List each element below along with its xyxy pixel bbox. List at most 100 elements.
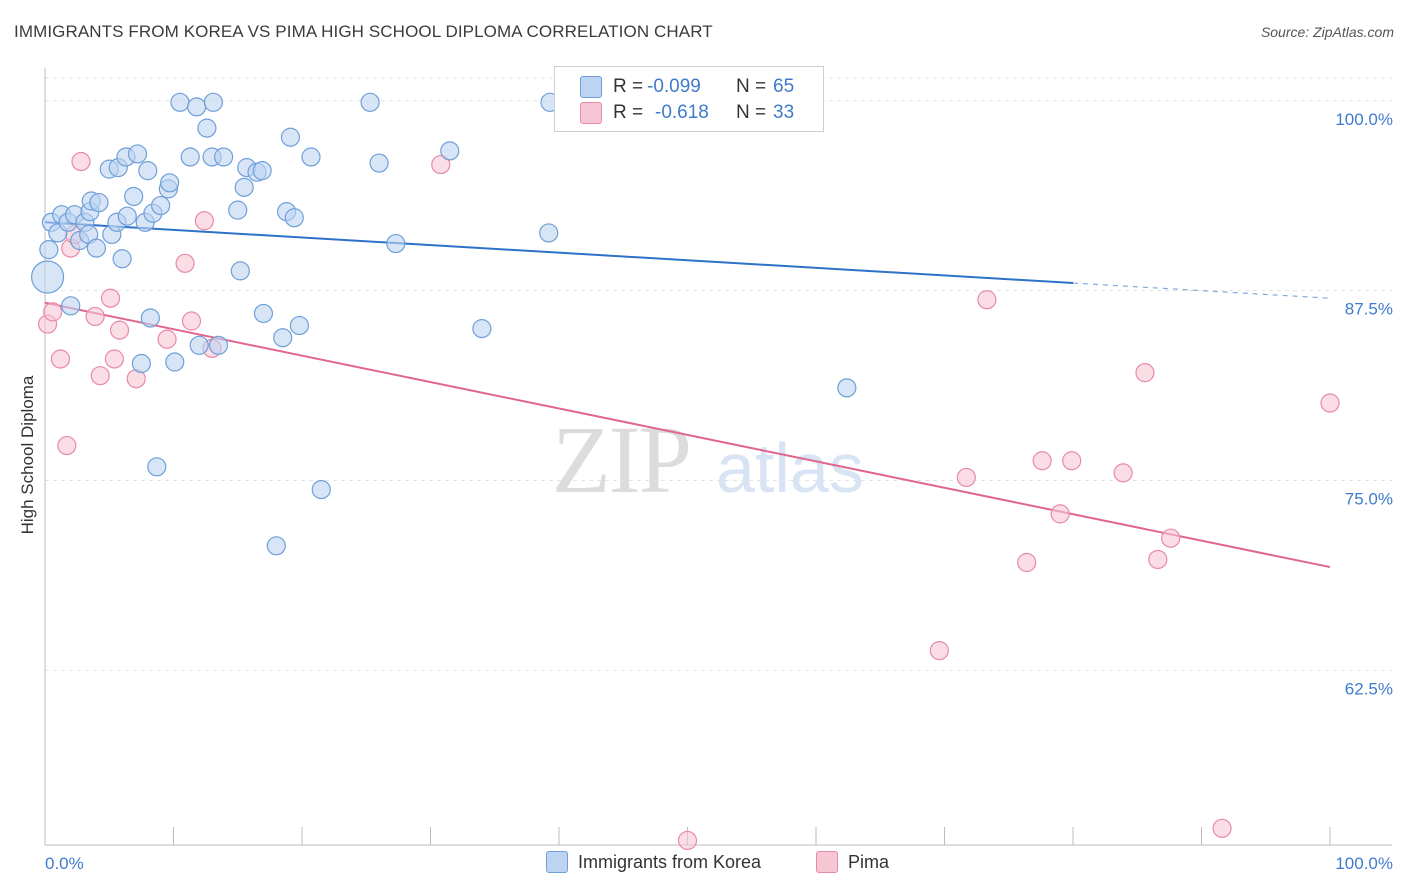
pima-n-label: N = [736,102,767,123]
korea-point [112,249,132,269]
watermark-zip: ZIP [552,406,690,513]
pima-point [1320,393,1340,413]
korea-point [147,457,167,477]
korea-point [203,92,223,112]
pima-point [1113,463,1133,483]
korea-trend-extension [1072,282,1331,299]
y-tick-label: 75.0% [1345,489,1393,508]
korea-point [228,200,248,220]
y-tick-label: 100.0% [1335,110,1393,129]
pima-point [977,290,997,310]
korea-n-label: N = [736,76,767,97]
korea-point [311,479,331,500]
korea-point [30,260,65,294]
korea-trend-line [44,221,1074,285]
pima-legend-label: Pima [848,851,890,872]
korea-point [472,319,492,339]
y-tick-label: 87.5% [1345,300,1393,319]
pima-point [677,830,698,851]
korea-point [189,335,209,355]
korea-point [837,378,857,398]
korea-point [61,296,81,316]
korea-point [360,92,380,112]
pima-point [157,329,177,349]
pima-point [50,349,71,369]
pima-point [1017,552,1037,573]
korea-point [289,315,310,336]
korea-point [266,536,286,556]
pima-point [1212,818,1232,838]
korea-point [170,92,190,112]
korea-point [187,97,207,117]
korea-point [151,195,171,216]
korea-point [86,238,107,258]
source-label: Source: ZipAtlas.com [1260,24,1394,40]
korea-point [124,186,144,207]
korea-r-value: -0.099 [647,76,701,97]
pima-r-value: -0.618 [655,102,709,123]
pima-point [1050,504,1070,524]
pima-point [85,306,105,327]
pima-point [100,288,121,308]
legend-item-pima: Pima [816,851,889,873]
pima-point [181,311,202,331]
korea-n-value: 65 [773,76,795,97]
legend-item-korea: Immigrants from Korea [546,851,761,873]
korea-point [39,240,59,260]
pima-point [109,320,130,340]
pima-point [1062,451,1082,471]
korea-point [280,127,301,147]
pima-legend-swatch [816,851,838,873]
x-tick-label: 0.0% [45,854,84,873]
korea-point [539,223,559,243]
pima-point [1032,451,1052,471]
pima-point [43,302,63,322]
korea-point [253,303,274,324]
korea-point [284,208,304,228]
pima-trend-line [44,301,1331,569]
korea-point [208,335,229,355]
correlation-legend: R = -0.099 N = 65 R = -0.618 N = 33 [554,66,824,132]
korea-point [301,147,321,167]
pima-point [1161,528,1181,548]
korea-legend-label: Immigrants from Korea [578,851,762,872]
x-tick-label: 100.0% [1335,854,1393,873]
korea-point [386,233,406,254]
korea-point [440,141,460,161]
korea-point [252,161,272,181]
korea-point [165,352,185,372]
korea-point [234,177,254,197]
korea-point [230,261,250,281]
pima-point [956,467,976,488]
korea-point [369,153,389,173]
korea-point [131,353,151,374]
pima-point [194,211,214,231]
korea-point [127,144,148,164]
korea-swatch [580,76,602,98]
korea-point [160,173,180,193]
korea-point [138,161,158,181]
chart-title: IMMIGRANTS FROM KOREA VS PIMA HIGH SCHOO… [14,22,713,41]
pima-r-label: R = [613,102,644,123]
korea-point [89,192,109,213]
pima-point [104,349,124,369]
pima-point [71,151,91,172]
pima-swatch [580,102,602,124]
pima-n-value: 33 [773,102,795,123]
korea-point [197,118,217,138]
pima-point [1148,549,1168,570]
pima-point [175,253,195,273]
pima-point [90,366,110,386]
korea-legend-swatch [546,851,568,873]
korea-point [117,206,137,226]
korea-point [273,328,293,348]
y-tick-label: 62.5% [1345,679,1393,698]
series-legend: Immigrants from Korea Pima [0,851,1406,877]
pima-point [929,640,949,661]
pima-point [1135,363,1155,383]
watermark-atlas: atlas [716,429,864,507]
korea-point [214,147,234,167]
y-axis-label: High School Diploma [18,375,37,534]
korea-point [140,308,160,328]
